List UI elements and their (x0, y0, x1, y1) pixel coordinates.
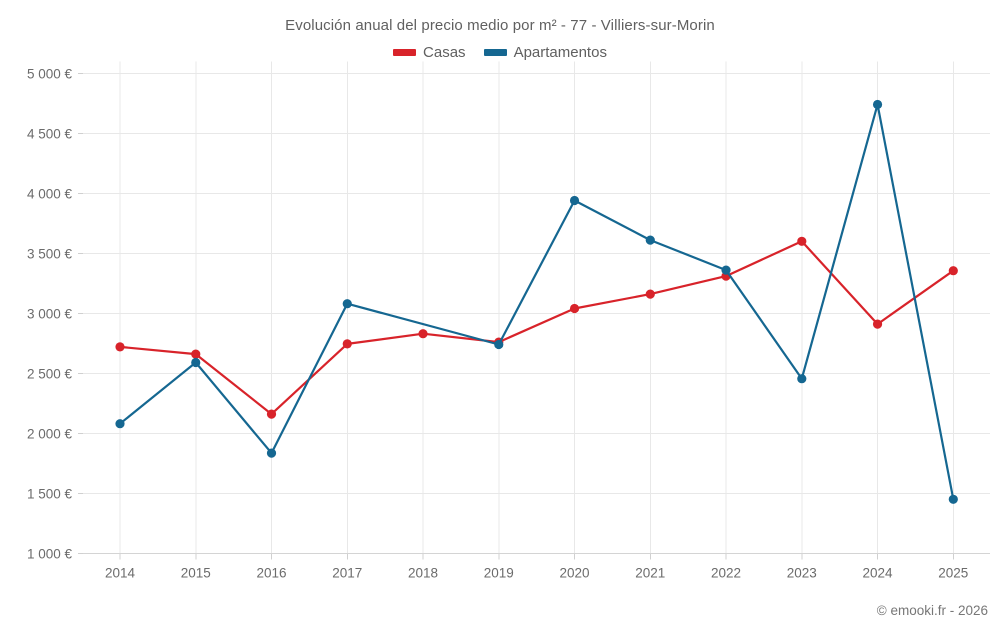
data-point-apartamentos-2016[interactable] (266, 448, 277, 458)
legend-item-label: Casas (423, 44, 466, 61)
x-tick-label: 2019 (484, 565, 514, 580)
data-point-casas-2025[interactable] (948, 266, 958, 276)
data-point-casas-2015[interactable] (191, 349, 201, 359)
x-tick-label: 2023 (787, 565, 817, 580)
legend-swatch-icon (393, 49, 417, 56)
credit-text: © emooki.fr - 2026 (876, 603, 988, 618)
y-tick-label: 3 000 € (27, 306, 73, 321)
series-line-casas (118, 240, 955, 416)
y-tick-label: 2 000 € (27, 426, 73, 441)
x-tick-label: 2018 (408, 565, 438, 580)
data-point-casas-2018[interactable] (418, 329, 428, 339)
data-point-apartamentos-2021[interactable] (645, 235, 655, 245)
y-tick-label: 1 500 € (27, 486, 73, 501)
data-point-apartamentos-2017[interactable] (342, 299, 352, 309)
x-tick-label: 2017 (332, 565, 362, 580)
x-tick-label: 2025 (938, 565, 968, 580)
legend-item-label: Apartamentos (513, 44, 607, 61)
chart-legend: Casas Apartamentos (0, 44, 1000, 61)
x-tick-label: 2015 (181, 565, 211, 580)
data-point-apartamentos-2015[interactable] (191, 357, 201, 368)
x-tick-label: 2024 (863, 565, 894, 580)
y-tick-label: 3 500 € (27, 246, 73, 261)
series-line-apartamentos (118, 103, 955, 501)
x-tick-label: 2016 (256, 565, 286, 580)
y-tick-label: 4 500 € (27, 126, 73, 141)
legend-item-0[interactable]: Casas (393, 44, 466, 61)
y-tick-label: 2 500 € (27, 366, 73, 381)
data-point-apartamentos-2023[interactable] (797, 374, 807, 384)
data-point-apartamentos-2024[interactable] (872, 99, 883, 110)
data-point-apartamentos-2014[interactable] (115, 419, 125, 429)
y-tick-label: 4 000 € (27, 186, 73, 201)
data-point-apartamentos-2020[interactable] (569, 195, 580, 206)
data-point-casas-2020[interactable] (569, 303, 580, 314)
y-tick-label: 5 000 € (27, 66, 73, 81)
data-point-casas-2024[interactable] (872, 319, 883, 329)
data-point-apartamentos-2022[interactable] (721, 265, 731, 275)
legend-swatch-icon (483, 49, 507, 56)
x-tick-label: 2021 (635, 565, 665, 580)
data-point-casas-2016[interactable] (266, 409, 277, 419)
chart-title: Evolución anual del precio medio por m² … (285, 17, 715, 34)
x-tick-label: 2022 (711, 565, 741, 580)
x-tick-label: 2014 (105, 565, 136, 580)
data-point-casas-2021[interactable] (645, 289, 655, 299)
legend-item-1[interactable]: Apartamentos (483, 44, 607, 61)
y-tick-label: 1 000 € (27, 546, 73, 561)
data-point-apartamentos-2019[interactable] (494, 339, 504, 350)
data-point-casas-2017[interactable] (342, 339, 352, 349)
data-point-apartamentos-2025[interactable] (948, 494, 958, 504)
data-point-casas-2014[interactable] (115, 342, 125, 352)
x-tick-label: 2020 (560, 565, 590, 580)
data-point-casas-2023[interactable] (797, 236, 807, 246)
